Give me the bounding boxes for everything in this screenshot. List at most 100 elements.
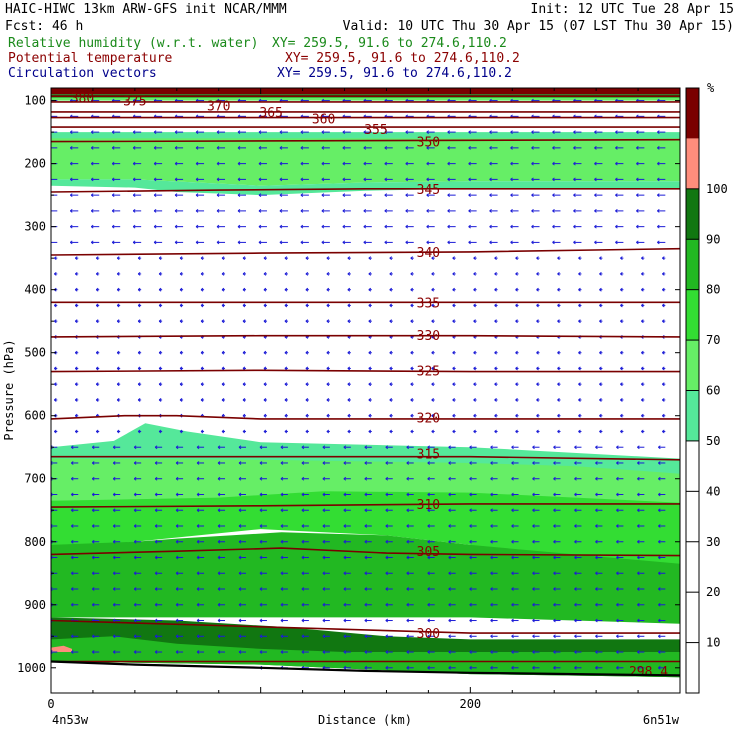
vector-head-410	[473, 303, 476, 308]
vector-head-950	[469, 587, 472, 591]
vector-head-1057	[196, 650, 200, 654]
vector-head-832	[511, 524, 514, 528]
vector-head-374	[347, 287, 351, 292]
vector-head-881	[280, 555, 284, 560]
vector-head-168	[426, 177, 429, 182]
vector-head-625	[578, 413, 581, 418]
vector-head-327	[620, 256, 623, 261]
vector-head-787	[196, 508, 200, 513]
vector-head-267	[615, 224, 618, 229]
colorbar-label-10: 10	[706, 636, 720, 650]
colorbar-label-100: 100	[706, 182, 728, 196]
vector-head-122	[90, 161, 94, 166]
vector-head-495	[368, 350, 372, 355]
vector-head-485	[158, 350, 162, 355]
vector-head-829	[448, 524, 451, 528]
vector-head-202	[510, 193, 513, 198]
vector-head-892	[511, 555, 514, 560]
vector-head-771	[490, 492, 493, 497]
terrain-line	[51, 660, 680, 677]
vector-head-1017	[616, 618, 619, 623]
vector-head-1000	[259, 618, 263, 623]
vector-head-924	[553, 571, 556, 576]
vector-head-351	[494, 272, 497, 276]
vector-head-554	[347, 382, 351, 387]
vector-head-147	[615, 161, 618, 166]
vector-head-548	[221, 382, 225, 387]
vector-head-703	[322, 461, 326, 465]
vector-head-442	[515, 319, 518, 324]
vector-head-130	[258, 161, 262, 166]
vector-head-664	[133, 445, 137, 450]
vector-head-1059	[238, 650, 242, 654]
vector-head-945	[364, 587, 368, 591]
theta-label-320: 320	[417, 412, 440, 427]
vector-head-380	[473, 287, 476, 292]
vector-head-573	[116, 398, 120, 402]
vector-head-75	[363, 130, 367, 135]
vector-head-868	[637, 539, 640, 544]
vector-head-1099	[658, 665, 661, 670]
vector-head-971	[280, 602, 284, 607]
vector-head-383	[536, 287, 539, 292]
vector-head-159	[237, 177, 241, 182]
vector-head-1041	[490, 634, 493, 639]
vector-head-1025	[154, 634, 158, 639]
vector-head-197	[405, 193, 409, 198]
vector-head-615	[368, 413, 372, 418]
vector-head-910	[259, 571, 263, 576]
vector-head-297	[615, 240, 618, 245]
vector-head-633	[116, 429, 120, 434]
vector-head-247	[195, 224, 199, 229]
vector-head-859	[448, 539, 451, 544]
vector-head-250	[258, 224, 262, 229]
vector-head-904	[133, 571, 137, 576]
vector-head-774	[553, 492, 556, 497]
vector-head-739	[448, 476, 451, 481]
vector-head-187	[195, 193, 199, 198]
vector-head-184	[132, 193, 136, 198]
vector-head-290	[468, 240, 471, 245]
vector-head-686	[595, 445, 598, 450]
vector-head-237	[615, 208, 618, 213]
vector-head-715	[574, 461, 577, 465]
vector-head-185	[153, 193, 157, 198]
vector-head-444	[557, 319, 560, 324]
vector-head-343	[326, 272, 330, 276]
vector-head-437	[410, 319, 414, 324]
vector-head-70	[258, 130, 262, 135]
vector-head-506	[599, 350, 602, 355]
vector-head-825	[364, 524, 368, 528]
theta-contour-310	[51, 503, 680, 508]
vector-head-1049	[658, 634, 661, 639]
vector-head-200	[468, 193, 471, 198]
vector-head-955	[574, 587, 577, 591]
vector-head-97	[195, 145, 199, 150]
vector-head-929	[658, 571, 661, 576]
vector-head-188	[216, 193, 220, 198]
vector-head-710	[469, 461, 472, 465]
vector-head-614	[347, 413, 351, 418]
vector-head-236	[594, 208, 597, 213]
vector-head-93	[111, 145, 115, 150]
vector-head-125	[153, 161, 157, 166]
vector-head-1012	[511, 618, 514, 623]
vector-head-1056	[175, 650, 179, 654]
axes: Pressure (hPa) Distance (km) 4n53w 6n51w…	[2, 88, 681, 727]
vector-head-1007	[406, 618, 410, 623]
vector-head-241	[69, 224, 73, 229]
vector-head-430	[263, 319, 267, 324]
vector-head-882	[301, 555, 305, 560]
vector-head-1066	[385, 650, 389, 654]
vector-head-248	[216, 224, 220, 229]
vector-head-623	[536, 413, 539, 418]
theta-label-330: 330	[417, 329, 440, 344]
vector-head-533	[536, 366, 539, 371]
vector-head-407	[410, 303, 414, 308]
rh-region-12	[51, 645, 72, 652]
vector-head-110	[468, 145, 471, 150]
x-endpoint-left: 4n53w	[52, 713, 89, 727]
vector-head-166	[384, 177, 388, 182]
vector-head-1061	[280, 650, 284, 654]
vector-head-448	[641, 319, 644, 324]
